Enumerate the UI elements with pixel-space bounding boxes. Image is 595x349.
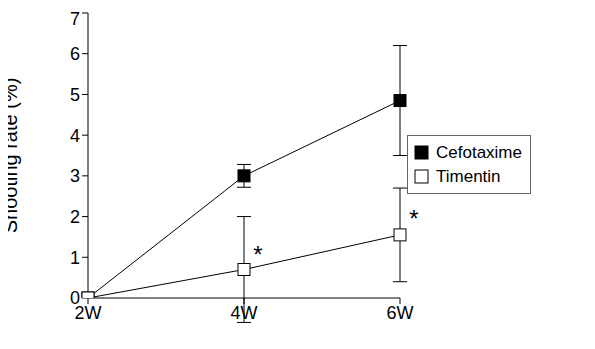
svg-text:2W: 2W [74, 302, 102, 323]
svg-text:7: 7 [70, 9, 80, 29]
svg-text:4W: 4W [231, 303, 258, 323]
svg-text:4: 4 [70, 126, 80, 146]
html-text:Timentin: Timentin [436, 167, 501, 186]
svg-text:6: 6 [70, 44, 80, 64]
svg-text:2: 2 [70, 207, 80, 227]
html-text:Cefotaxime: Cefotaxime [436, 142, 522, 162]
svg-text:*: * [409, 205, 418, 232]
svg-text:3: 3 [70, 166, 80, 186]
svg-text:1: 1 [70, 248, 80, 268]
svg-text:*: * [253, 241, 262, 268]
svg-text:Shooting rate (%): Shooting rate (%) [8, 78, 21, 234]
svg-text:6W: 6W [387, 303, 414, 323]
svg-text:0: 0 [70, 288, 80, 308]
svg-text:5: 5 [70, 85, 80, 105]
